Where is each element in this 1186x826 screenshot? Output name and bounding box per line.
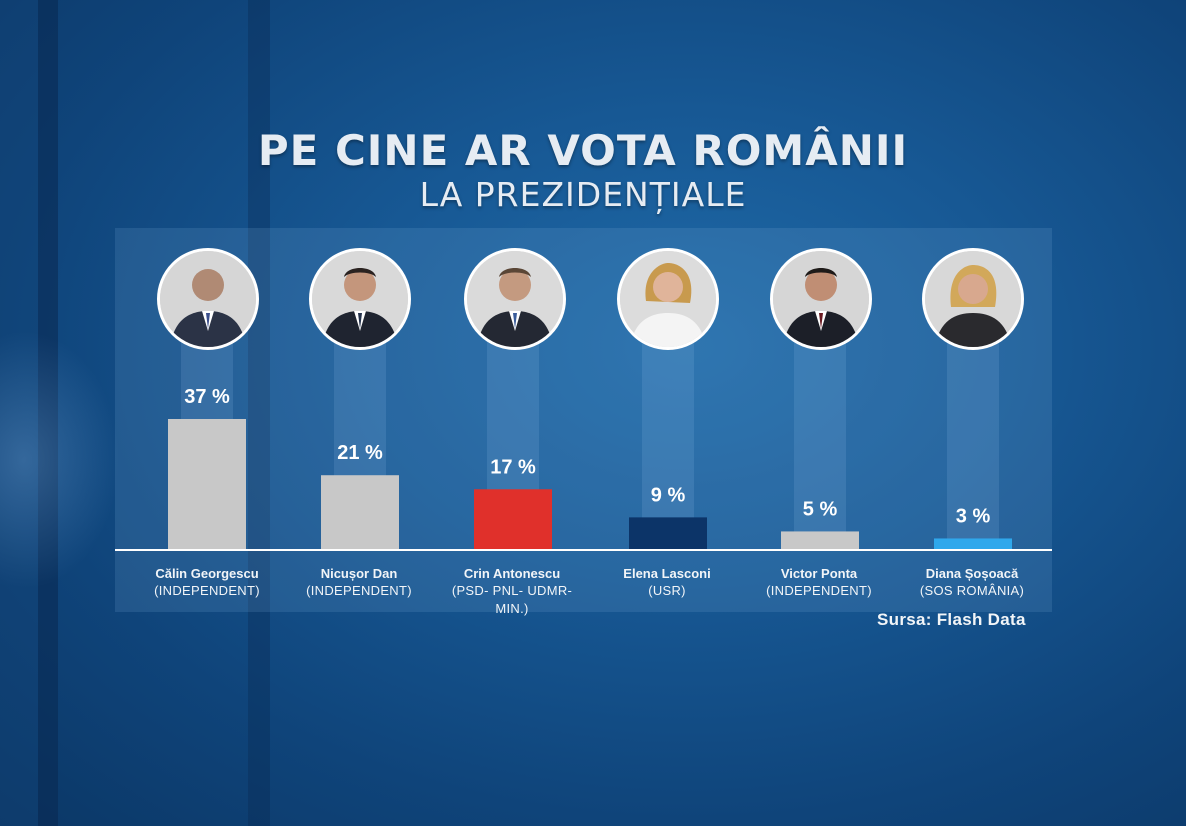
bar-value-label: 21 %	[337, 442, 383, 464]
bar	[629, 517, 707, 549]
source-note: Sursa: Flash Data	[877, 610, 1026, 629]
candidate-label: Nicușor Dan (INDEPENDENT)	[284, 566, 434, 600]
bar	[474, 489, 552, 549]
bar	[781, 531, 859, 549]
bar-value-label: 3 %	[956, 505, 991, 527]
candidate-label: Călin Georgescu (INDEPENDENT)	[132, 566, 282, 600]
candidate-name: Victor Ponta	[780, 566, 858, 581]
avatar-victor-ponta	[770, 248, 872, 350]
candidate-label: Crin Antonescu (PSD- PNL- UDMR- MIN.)	[437, 566, 587, 618]
bar	[321, 475, 399, 549]
bar-value-label: 17 %	[490, 456, 536, 478]
candidate-party: (PSD- PNL- UDMR- MIN.)	[451, 583, 573, 616]
background-stripe	[248, 0, 270, 826]
avatar-diana-sosoaca	[922, 248, 1024, 350]
background-glow	[0, 330, 120, 590]
bar-value-label: 5 %	[803, 498, 838, 520]
bar-value-label: 9 %	[651, 484, 686, 506]
candidate-party: (INDEPENDENT)	[306, 583, 412, 598]
candidate-name: Nicușor Dan	[320, 566, 398, 581]
avatar-calin-georgescu	[157, 248, 259, 350]
candidate-name: Elena Lasconi	[623, 566, 711, 581]
bar-value-label: 37 %	[184, 386, 230, 408]
candidate-name: Călin Georgescu	[155, 566, 259, 581]
bar-column-bg	[642, 330, 694, 549]
bar	[168, 419, 246, 549]
bar-column-bg	[794, 330, 846, 549]
avatar-nicusor-dan	[309, 248, 411, 350]
candidate-label: Elena Lasconi (USR)	[592, 566, 742, 600]
chart-subtitle: LA PREZIDENȚIALE	[419, 175, 747, 214]
candidate-name: Diana Șoșoacă	[925, 566, 1019, 581]
candidate-label: Diana Șoșoacă (SOS ROMÂNIA)	[897, 566, 1047, 600]
candidate-label: Victor Ponta (INDEPENDENT)	[744, 566, 894, 600]
avatar-crin-antonescu	[464, 248, 566, 350]
avatar-elena-lasconi	[617, 248, 719, 350]
bar	[934, 538, 1012, 549]
candidate-party: (SOS ROMÂNIA)	[919, 583, 1025, 598]
bar-column-bg	[947, 330, 999, 549]
chart-panel	[115, 228, 1052, 612]
chart-title: PE CINE AR VOTA ROMÂNII	[257, 126, 909, 175]
candidate-party: (INDEPENDENT)	[766, 583, 872, 598]
candidate-name: Crin Antonescu	[463, 566, 561, 581]
background-stripe	[0, 0, 38, 826]
background-stripe	[38, 0, 58, 826]
candidate-party: (USR)	[648, 583, 686, 598]
candidate-party: (INDEPENDENT)	[154, 583, 260, 598]
